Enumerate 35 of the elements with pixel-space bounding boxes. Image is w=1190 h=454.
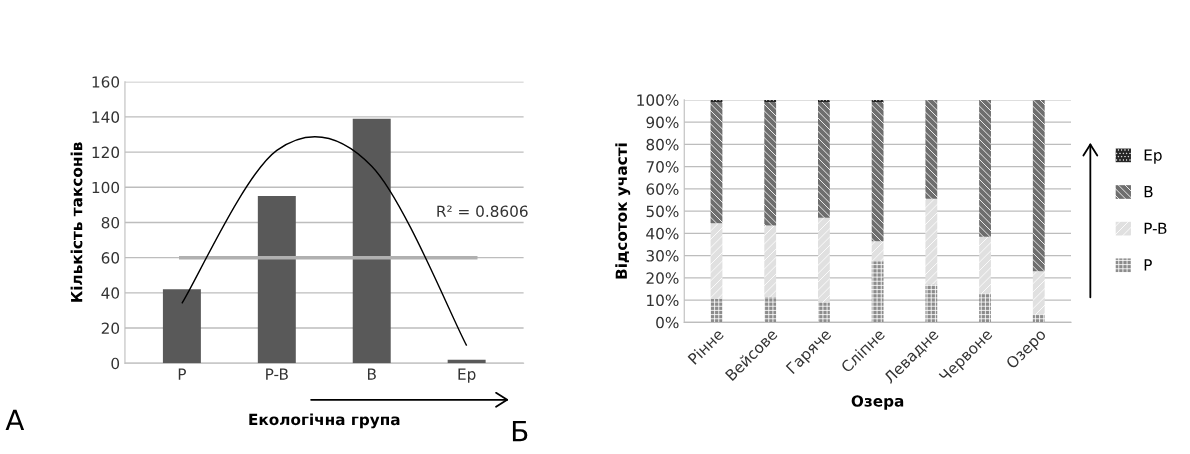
y-tick-label: 50% — [646, 205, 679, 218]
legend-label: P — [1144, 259, 1152, 271]
y-tick-label: 90% — [646, 116, 679, 129]
text: А — [5, 409, 25, 430]
x-tick-label: Ep — [458, 368, 476, 383]
y-tick-label: 120 — [92, 146, 120, 159]
y-tick-label: 140 — [92, 111, 120, 123]
x-tick-label: B — [367, 368, 376, 380]
annotation: R² = 0.8606 — [437, 205, 528, 218]
y-axis-title: Відсоток участі — [615, 143, 631, 279]
y-tick-label: 60 — [101, 252, 120, 264]
x-tick-label: P — [178, 368, 186, 380]
text: Б — [512, 420, 528, 442]
legend-label: B — [1144, 186, 1153, 198]
x-tick-label: P-B — [266, 368, 288, 380]
y-tick-label: 40% — [646, 227, 679, 240]
x-axis-title: Озера — [851, 395, 904, 410]
y-tick-label: 70% — [646, 161, 679, 173]
y-tick-label: 80 — [101, 216, 120, 229]
y-tick-label: 80% — [646, 138, 679, 151]
y-tick-label: 60% — [646, 183, 679, 195]
y-tick-label: 160 — [92, 76, 120, 88]
y-axis-title: Кількість таксонів — [70, 142, 83, 302]
y-tick-label: 10% — [647, 294, 679, 307]
y-tick-label: 20 — [101, 322, 120, 335]
y-tick-label: 30% — [646, 250, 679, 262]
y-tick-label: 100% — [637, 94, 679, 106]
y-tick-label: 0 — [111, 357, 120, 370]
y-tick-label: 0% — [656, 316, 679, 329]
y-tick-label: 20% — [646, 272, 679, 284]
x-axis-title: Екологічна група — [249, 413, 400, 429]
y-tick-label: 100 — [92, 181, 120, 194]
legend-label: Ep — [1144, 149, 1162, 164]
legend-label: P-B — [1144, 222, 1167, 234]
y-tick-label: 40 — [101, 287, 120, 299]
